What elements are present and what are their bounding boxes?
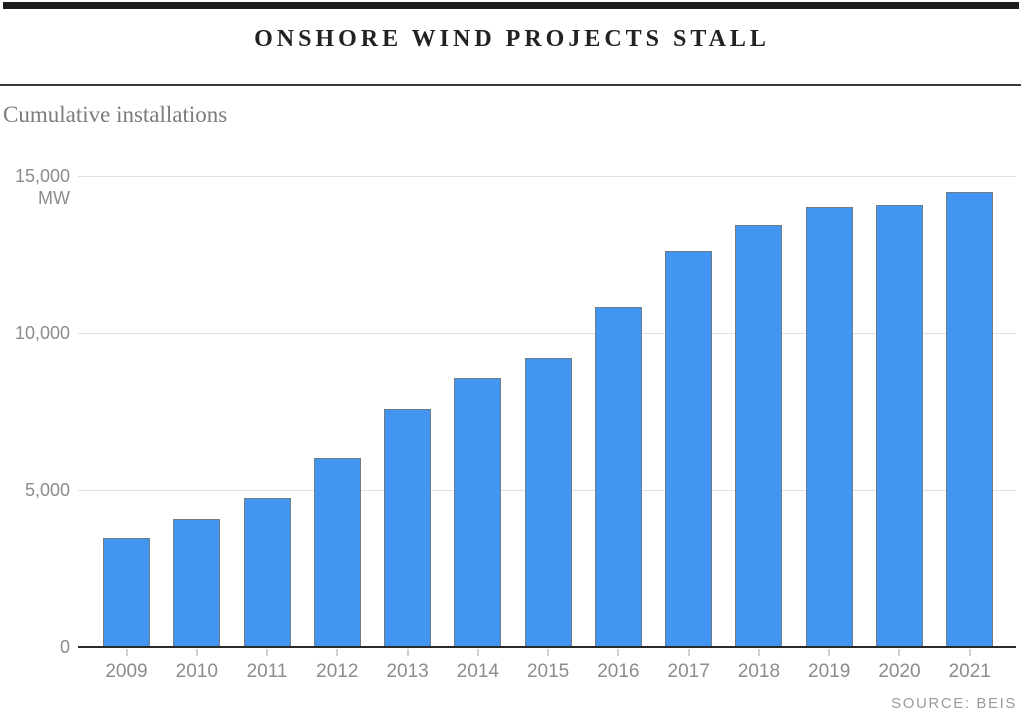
x-axis-tick-label-2021: 2021 bbox=[948, 661, 991, 682]
x-axis-tick-2014 bbox=[476, 649, 479, 656]
x-axis-tick-2021 bbox=[968, 649, 971, 656]
bar-2013 bbox=[384, 408, 432, 647]
x-axis-tick-2018 bbox=[757, 649, 760, 656]
bar-2017 bbox=[665, 251, 713, 647]
gridline-10000 bbox=[78, 332, 1016, 334]
x-axis-tick-label-2017: 2017 bbox=[667, 661, 710, 682]
x-axis-tick-2016 bbox=[617, 649, 620, 656]
bar-2009 bbox=[103, 537, 150, 647]
header-divider bbox=[0, 84, 1021, 86]
x-axis-tick-2009 bbox=[125, 649, 128, 656]
y-axis-tick-label-10000: 10,000 bbox=[14, 323, 70, 343]
x-axis-tick-label-2016: 2016 bbox=[597, 661, 640, 682]
bar-2021 bbox=[946, 192, 994, 647]
x-axis-tick-label-2019: 2019 bbox=[808, 661, 851, 682]
bar-2011 bbox=[243, 497, 291, 647]
bar-2016 bbox=[594, 306, 642, 647]
source-label: SOURCE: BEIS bbox=[891, 695, 1017, 712]
bar-2020 bbox=[875, 204, 923, 647]
x-axis-tick-2017 bbox=[687, 649, 690, 656]
y-axis-tick-label-15000: 15,000 bbox=[14, 166, 70, 186]
bar-2018 bbox=[735, 225, 783, 647]
x-axis-tick-label-2013: 2013 bbox=[386, 661, 429, 682]
x-axis-tick-label-2011: 2011 bbox=[246, 661, 288, 682]
x-axis-tick-label-2015: 2015 bbox=[526, 661, 570, 682]
x-axis-tick-label-2010: 2010 bbox=[175, 661, 218, 682]
gridline-15000 bbox=[78, 175, 1016, 177]
chart-title: ONSHORE WIND PROJECTS STALL bbox=[254, 26, 770, 52]
x-axis-line bbox=[78, 646, 1016, 648]
x-axis-tick-label-2009: 2009 bbox=[105, 661, 148, 682]
x-axis-tick-2013 bbox=[406, 649, 409, 656]
bar-2014 bbox=[454, 377, 502, 647]
y-axis-tick-label-5000: 5,000 bbox=[24, 480, 70, 500]
y-axis-tick-label-0: 0 bbox=[59, 637, 70, 657]
x-axis-tick-label-2014: 2014 bbox=[456, 661, 499, 682]
x-axis-tick-2010 bbox=[195, 649, 198, 656]
x-axis-tick-2012 bbox=[336, 649, 339, 656]
x-axis-tick-2020 bbox=[898, 649, 901, 656]
chart-subtitle: Cumulative installations bbox=[3, 102, 228, 127]
bar-2019 bbox=[805, 207, 853, 647]
x-axis-tick-2019 bbox=[828, 649, 831, 656]
bar-2015 bbox=[524, 357, 572, 647]
x-axis-tick-2015 bbox=[547, 649, 550, 656]
x-axis-tick-2011 bbox=[266, 649, 269, 656]
bar-2010 bbox=[173, 518, 221, 647]
x-axis-tick-label-2018: 2018 bbox=[737, 661, 781, 682]
bar-2012 bbox=[313, 457, 361, 647]
x-axis-tick-label-2020: 2020 bbox=[878, 661, 921, 682]
y-axis-unit-label: MW bbox=[38, 188, 70, 208]
top-border-rule bbox=[3, 2, 1019, 9]
x-axis-tick-label-2012: 2012 bbox=[316, 661, 359, 682]
